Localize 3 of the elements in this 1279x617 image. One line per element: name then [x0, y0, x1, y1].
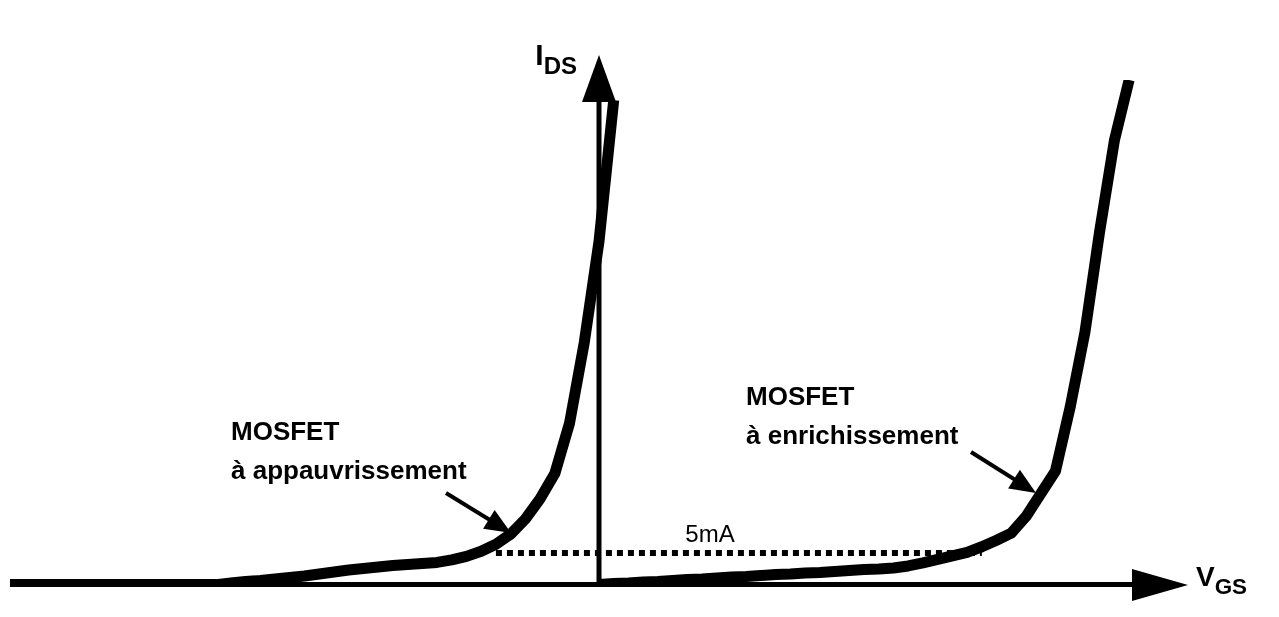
- annotation: 5mA: [685, 520, 735, 547]
- annotation: MOSFET à appauvrissement: [231, 416, 467, 485]
- annotation: MOSFET à enrichissement: [746, 381, 959, 450]
